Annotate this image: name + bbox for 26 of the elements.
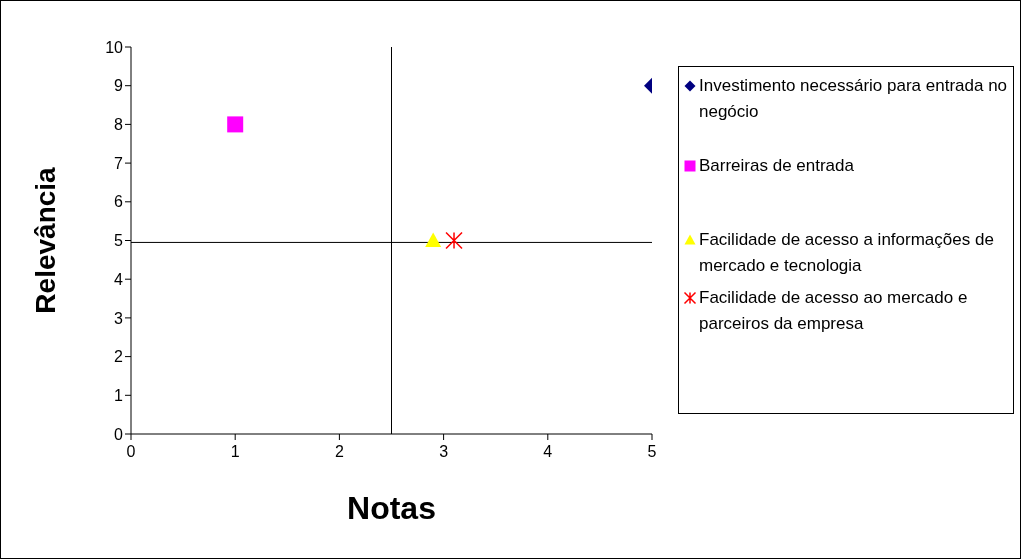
x-tick-label: 0 — [126, 443, 136, 461]
y-tick-label: 8 — [114, 116, 124, 134]
x-tick-label: 4 — [543, 443, 553, 461]
legend-label: Barreiras de entrada — [699, 155, 854, 177]
point — [445, 231, 463, 250]
x-tick-label: 1 — [230, 443, 240, 461]
point — [227, 116, 244, 133]
y-tick-label: 1 — [114, 386, 124, 404]
y-tick-label: 2 — [114, 348, 124, 366]
y-tick-label: 4 — [114, 270, 124, 288]
y-tick-label: 9 — [114, 77, 124, 95]
point — [425, 232, 442, 247]
legend-label: Facilidade de acesso ao mercado e parceiros da empresa — [699, 287, 969, 335]
x-tick-label: 2 — [334, 443, 344, 461]
y-tick-label: 10 — [105, 38, 124, 56]
x-tick-label: 5 — [647, 443, 657, 461]
x-axis-title: Notas — [347, 489, 436, 526]
y-axis-title: Relevância — [29, 166, 61, 314]
y-tick-label: 6 — [114, 193, 124, 211]
y-tick-label: 3 — [114, 309, 124, 327]
x-tick-label: 3 — [439, 443, 449, 461]
y-tick-label: 5 — [114, 232, 124, 250]
legend-label: Investimento necessário para entrada no negócio — [699, 75, 1009, 123]
y-tick-label: 7 — [114, 154, 124, 172]
legend-label: Facilidade de acesso a informações de mercado e tecnologia — [699, 229, 995, 277]
y-tick-label: 0 — [114, 425, 124, 443]
